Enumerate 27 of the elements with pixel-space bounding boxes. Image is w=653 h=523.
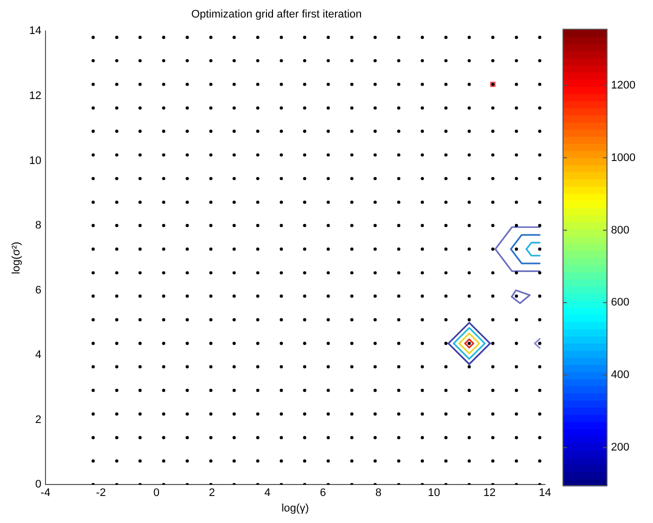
x-tick-label: 10 (428, 487, 440, 500)
x-tick-label: 0 (153, 487, 160, 500)
y-tick-label: 0 (35, 478, 42, 491)
y-axis-title: log(σ²) (10, 242, 23, 274)
x-tick-label: -4 (40, 487, 50, 500)
color-bar-label: 1000 (611, 152, 636, 164)
color-bar-label: 800 (611, 224, 630, 236)
x-tick-label: 12 (483, 487, 496, 500)
x-tick-label: 2 (208, 487, 216, 500)
x-tick-label: -2 (96, 487, 106, 500)
x-tick-label: 14 (538, 487, 552, 500)
chart-title: Optimization grid after first iteration (191, 8, 362, 21)
y-tick-label: 6 (35, 284, 42, 296)
y-tick-label: 4 (35, 349, 42, 362)
y-tick-label: 14 (29, 25, 42, 38)
y-tick-label: 10 (29, 154, 42, 167)
y-tick-label: 12 (29, 90, 42, 102)
y-tick-label: 8 (35, 220, 42, 232)
x-tick-label: 8 (375, 487, 382, 500)
x-tick-label: 4 (264, 487, 271, 500)
x-axis-title: log(γ) (281, 502, 309, 514)
color-bar-label: 600 (611, 296, 630, 309)
color-bar-label: 200 (611, 442, 630, 454)
color-bar-label: 1200 (611, 79, 636, 92)
color-bar-label: 400 (611, 369, 630, 382)
x-tick-label: 6 (320, 487, 326, 500)
y-tick-label: 2 (35, 414, 42, 426)
